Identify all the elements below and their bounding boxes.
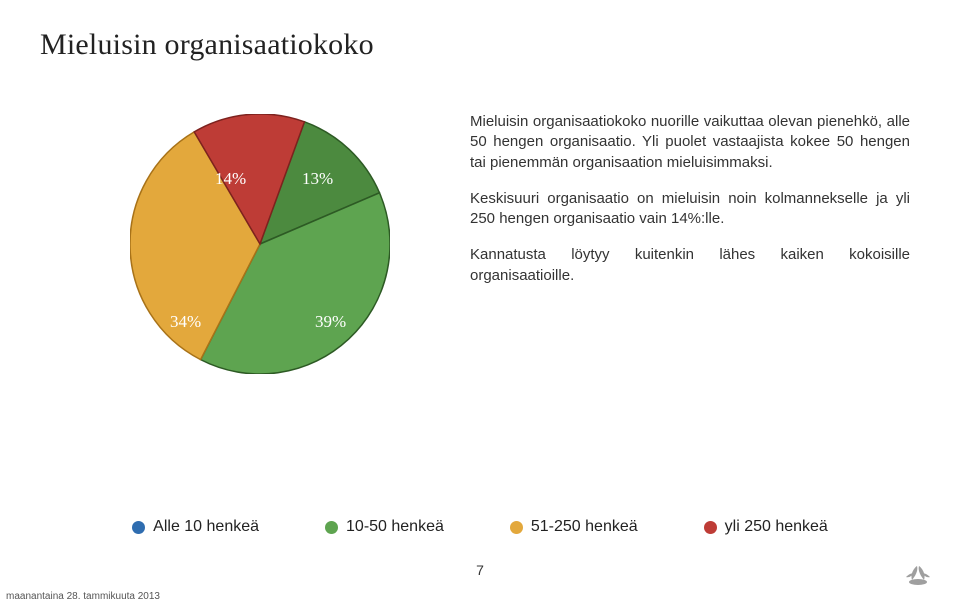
legend-swatch-icon bbox=[510, 521, 523, 534]
page-title: Mieluisin organisaatiokoko bbox=[40, 28, 920, 62]
legend-item: Alle 10 henkeä bbox=[132, 518, 259, 536]
legend-label: 51-250 henkeä bbox=[531, 518, 638, 536]
legend-label: yli 250 henkeä bbox=[725, 518, 828, 536]
description-text: Mieluisin organisaatiokoko nuorille vaik… bbox=[470, 94, 920, 302]
legend: Alle 10 henkeä 10-50 henkeä 51-250 henkeä y… bbox=[0, 518, 960, 536]
legend-item: 10-50 henkeä bbox=[325, 518, 444, 536]
legend-label: Alle 10 henkeä bbox=[153, 518, 259, 536]
pie-chart bbox=[130, 114, 390, 374]
corner-logo-icon bbox=[902, 558, 934, 588]
pie-svg bbox=[130, 114, 390, 374]
paragraph-3: Kannatusta löytyy kuitenkin lähes kaiken… bbox=[470, 245, 910, 286]
page-number: 7 bbox=[0, 562, 960, 578]
legend-swatch-icon bbox=[325, 521, 338, 534]
footer-date: maanantaina 28. tammikuuta 2013 bbox=[6, 591, 160, 602]
legend-label: 10-50 henkeä bbox=[346, 518, 444, 536]
pie-chart-area: 13%39%34%14% bbox=[40, 94, 470, 424]
legend-swatch-icon bbox=[704, 521, 717, 534]
paragraph-1: Mieluisin organisaatiokoko nuorille vaik… bbox=[470, 112, 910, 173]
legend-item: yli 250 henkeä bbox=[704, 518, 828, 536]
paragraph-2: Keskisuuri organisaatio on mieluisin noi… bbox=[470, 189, 910, 230]
legend-item: 51-250 henkeä bbox=[510, 518, 638, 536]
legend-swatch-icon bbox=[132, 521, 145, 534]
slide: Mieluisin organisaatiokoko 13%39%34%14% … bbox=[0, 0, 960, 608]
content-row: 13%39%34%14% Mieluisin organisaatiokoko … bbox=[40, 94, 920, 424]
